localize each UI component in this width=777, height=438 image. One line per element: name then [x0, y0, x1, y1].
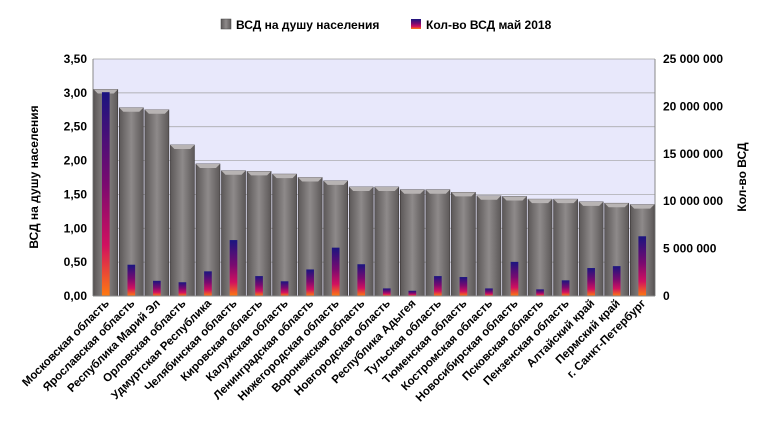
- bar-series-2: [459, 277, 468, 296]
- bar-series-2: [561, 280, 570, 296]
- left-axis-title: ВСД на душу населения: [27, 105, 41, 248]
- bar-top-bevel: [579, 201, 604, 206]
- bar-series-2: [587, 268, 595, 296]
- left-tick-label: 0,50: [64, 255, 88, 269]
- bar-series-2: [382, 288, 391, 296]
- bar-top-bevel: [502, 196, 527, 201]
- right-tick-label: 5 000 000: [663, 242, 717, 256]
- bar-series-2: [204, 271, 212, 296]
- right-tick-label: 0: [663, 289, 670, 303]
- bar-top-bevel: [323, 180, 348, 185]
- bar-top-bevel: [425, 189, 450, 194]
- legend-swatch-series-2: [411, 19, 421, 29]
- bar-series-2: [153, 280, 161, 296]
- legend-item-series-2: Кол-во ВСД май 2018: [411, 18, 552, 32]
- bar-body: [246, 171, 272, 297]
- bar-body: [502, 196, 527, 297]
- bar-body: [374, 186, 400, 297]
- bar-body: [272, 173, 297, 297]
- bar-series-2: [408, 290, 417, 296]
- secondary-bars: [101, 92, 647, 297]
- bar-series-2: [357, 264, 366, 296]
- right-tick-label: 20 000 000: [663, 99, 723, 113]
- bar-top-bevel: [170, 144, 195, 149]
- bar-top-bevel: [630, 204, 655, 209]
- bar-top-bevel: [349, 186, 374, 191]
- bar-top-bevel: [298, 177, 323, 182]
- bar-series-1: [170, 144, 195, 297]
- bar-top-bevel: [247, 171, 272, 176]
- bar-series-2: [229, 240, 238, 296]
- bar-series-2: [612, 266, 621, 296]
- left-tick-label: 1,50: [64, 187, 88, 201]
- bar-body: [144, 109, 170, 297]
- bar-top-bevel: [221, 170, 246, 175]
- bar-series-2: [280, 281, 289, 296]
- bar-series-2: [178, 282, 187, 296]
- bar-top-bevel: [195, 163, 220, 168]
- bar-series-2: [127, 264, 136, 296]
- bar-top-bevel: [604, 203, 629, 208]
- bar-body: [553, 198, 578, 297]
- right-axis-title: Кол-во ВСД: [735, 142, 749, 212]
- bar-series-1: [476, 195, 502, 297]
- bar-series-2: [510, 261, 519, 296]
- bar-top-bevel: [374, 186, 399, 191]
- bar-series-1: [374, 186, 400, 297]
- bar-series-1: [246, 171, 272, 297]
- right-tick-label: 15 000 000: [663, 147, 723, 161]
- bar-series-2: [536, 289, 544, 296]
- left-axis-ticks: 0,00 0,50 1,00 1,50 2,00 2,50 3,00 3,50: [64, 52, 88, 303]
- bar-series-1: [400, 189, 425, 297]
- bar-series-2: [101, 92, 110, 297]
- legend-swatch-series-1: [220, 18, 232, 30]
- left-tick-label: 3,00: [64, 86, 88, 100]
- bar-series-2: [434, 276, 442, 296]
- right-tick-label: 25 000 000: [663, 52, 723, 66]
- bar-top-bevel: [528, 199, 553, 204]
- bar-series-2: [638, 236, 647, 296]
- legend-item-series-1: ВСД на душу населения: [220, 18, 379, 32]
- bar-top-bevel: [553, 199, 578, 204]
- right-axis-ticks: 0 5 000 000 10 000 000 15 000 000 20 000 000…: [663, 52, 723, 303]
- bar-series-1: [272, 173, 297, 297]
- bar-series-1: [527, 198, 553, 297]
- right-tick-label: 10 000 000: [663, 194, 723, 208]
- bar-series-2: [306, 269, 314, 296]
- left-tick-label: 2,50: [64, 120, 88, 134]
- bar-top-bevel: [451, 192, 476, 197]
- left-tick-label: 1,00: [64, 221, 88, 235]
- bar-series-1: [144, 109, 170, 297]
- legend-label-series-1: ВСД на душу населения: [236, 18, 379, 32]
- bar-series-1: [553, 198, 578, 297]
- bar-body: [527, 198, 553, 297]
- bar-top-bevel: [272, 174, 297, 179]
- bar-top-bevel: [476, 195, 501, 200]
- left-tick-label: 2,00: [64, 154, 88, 168]
- bar-series-2: [485, 288, 493, 296]
- bar-body: [476, 195, 502, 297]
- legend-label-series-2: Кол-во ВСД май 2018: [426, 18, 552, 32]
- bar-top-bevel: [93, 89, 118, 94]
- bar-top-bevel: [119, 107, 144, 112]
- legend: ВСД на душу населения Кол-во ВСД май 201…: [220, 18, 552, 32]
- left-tick-label: 0,00: [64, 289, 88, 303]
- bar-series-1: [502, 196, 527, 297]
- left-tick-label: 3,50: [64, 52, 88, 66]
- bar-series-2: [331, 247, 340, 296]
- bar-series-2: [255, 276, 263, 296]
- bar-body: [170, 144, 195, 297]
- bar-top-bevel: [144, 109, 169, 114]
- bar-body: [400, 189, 425, 297]
- bar-top-bevel: [400, 189, 425, 194]
